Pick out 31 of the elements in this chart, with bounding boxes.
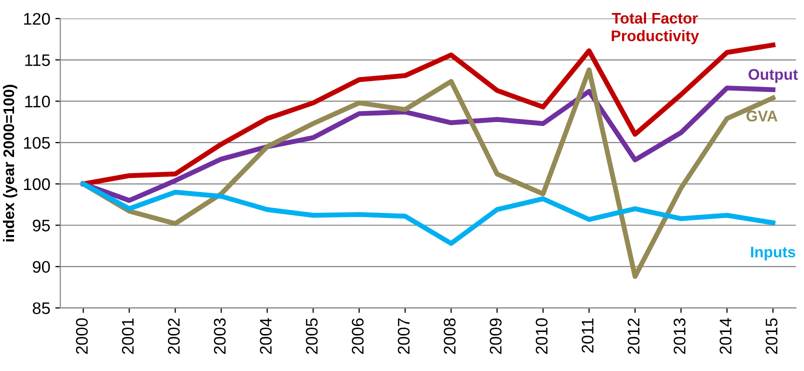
line-series bbox=[80, 181, 776, 246]
y-tick-label: 120 bbox=[24, 12, 50, 25]
series-label: Total Factor Productivity bbox=[612, 12, 699, 44]
x-tick-label: 2013 bbox=[674, 318, 686, 354]
x-tick-label: 2012 bbox=[628, 318, 640, 354]
x-tick-label: 2011 bbox=[582, 318, 594, 353]
series-label: GVA bbox=[746, 110, 778, 122]
series-label: Inputs bbox=[751, 246, 796, 260]
x-tick-label: 2008 bbox=[444, 318, 456, 354]
x-tick-label: 2010 bbox=[536, 318, 548, 354]
x-tick-label: 2015 bbox=[766, 318, 778, 354]
y-tick-label: 105 bbox=[24, 136, 50, 149]
y-tick-label: 100 bbox=[24, 178, 50, 190]
y-tick-label: 85 bbox=[32, 302, 50, 314]
x-tick-label: 2007 bbox=[398, 318, 410, 354]
y-tick-label: 95 bbox=[32, 220, 50, 232]
x-tick-label: 2006 bbox=[352, 318, 364, 354]
series-label: Output bbox=[748, 69, 798, 83]
y-tick-label: 115 bbox=[25, 54, 50, 66]
x-tick-label: 2005 bbox=[306, 318, 318, 354]
x-tick-label: 2003 bbox=[214, 318, 226, 354]
y-tick-label: 110 bbox=[25, 96, 50, 108]
x-tick-label: 2002 bbox=[168, 318, 180, 354]
y-axis-title: index (year 2000=100) bbox=[2, 84, 18, 242]
x-tick-label: 2000 bbox=[76, 318, 88, 354]
x-tick-label: 2009 bbox=[490, 318, 502, 354]
x-tick-label: 2004 bbox=[260, 318, 272, 354]
x-tick-label: 2001 bbox=[122, 318, 134, 354]
x-tick-label: 2014 bbox=[720, 318, 732, 354]
y-tick-label: 90 bbox=[32, 260, 50, 273]
line-series bbox=[80, 86, 776, 203]
